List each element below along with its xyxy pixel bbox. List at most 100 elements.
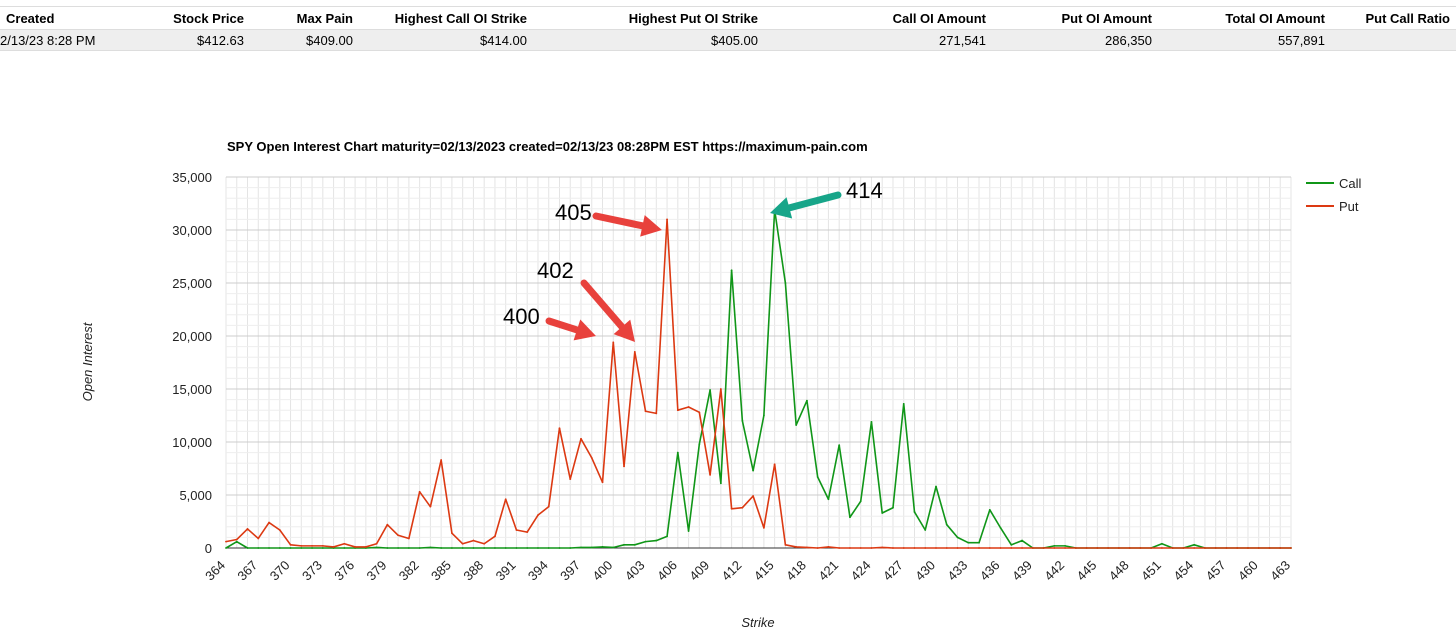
summary-table: Created Stock Price Max Pain Highest Cal… <box>0 6 1456 51</box>
x-tick-label: 406 <box>654 558 680 584</box>
data-point-put <box>644 410 647 413</box>
data-point-put <box>1193 547 1196 549</box>
annotation-arrow-head <box>573 319 596 341</box>
y-tick-label: 15,000 <box>172 382 212 397</box>
data-point-call <box>461 547 464 549</box>
legend-label-put: Put <box>1339 199 1359 214</box>
y-tick-label: 20,000 <box>172 329 212 344</box>
data-point-put <box>978 547 980 549</box>
value-stock-price: $412.63 <box>100 29 250 51</box>
data-point-put <box>838 547 841 549</box>
data-point-put <box>364 546 367 548</box>
chart-grid <box>225 176 1292 549</box>
data-point-put <box>526 531 529 533</box>
x-tick-label: 379 <box>364 558 390 584</box>
data-point-put <box>268 521 270 524</box>
data-point-put <box>429 505 432 508</box>
data-point-put <box>1247 547 1249 549</box>
data-point-call <box>246 547 249 549</box>
y-tick-label: 5,000 <box>179 488 212 503</box>
data-point-put <box>762 526 765 529</box>
data-point-put <box>1161 547 1163 549</box>
data-point-put <box>461 542 464 545</box>
annotation-arrow-head <box>770 197 793 219</box>
data-point-put <box>827 546 830 548</box>
data-point-put <box>999 547 1002 549</box>
chart-annotations: 405 402 400 414 <box>503 178 883 342</box>
x-tick-label: 409 <box>686 558 712 584</box>
data-point-put <box>1031 547 1034 549</box>
x-tick-label: 376 <box>331 558 357 584</box>
data-point-call <box>762 414 765 417</box>
data-point-put <box>924 547 927 549</box>
data-point-put <box>1225 547 1228 549</box>
data-point-call <box>547 547 550 549</box>
annotation-arrow-shaft <box>580 279 626 331</box>
data-point-call <box>526 547 529 549</box>
data-point-call <box>472 547 475 549</box>
data-point-put <box>515 529 518 531</box>
data-point-put <box>537 514 539 517</box>
data-point-call <box>956 536 959 539</box>
data-point-put <box>795 546 798 548</box>
data-point-put <box>730 507 733 510</box>
data-point-put <box>1236 547 1239 549</box>
data-point-put <box>1085 547 1088 549</box>
annotation-label: 402 <box>537 258 574 283</box>
data-point-call <box>633 543 636 546</box>
x-axis: 364 367 370 373 376 379 382 385 388 391 394 397 400 4… <box>202 558 1293 584</box>
data-point-put <box>225 540 227 543</box>
data-point-put <box>709 473 711 476</box>
data-point-call <box>988 508 991 511</box>
x-tick-label: 370 <box>267 558 293 584</box>
header-put-oi-amount: Put OI Amount <box>992 6 1158 30</box>
data-point-call <box>440 547 443 549</box>
data-point-put <box>354 546 356 548</box>
x-tick-label: 388 <box>460 558 486 584</box>
value-put-call-ratio <box>1331 29 1456 51</box>
y-tick-label: 35,000 <box>172 170 212 185</box>
x-tick-label: 400 <box>589 558 615 584</box>
header-total-oi-amount: Total OI Amount <box>1158 6 1331 30</box>
data-point-call <box>784 282 787 284</box>
data-point-call <box>1193 543 1196 546</box>
data-point-put <box>343 542 346 545</box>
x-tick-label: 451 <box>1138 558 1164 584</box>
x-tick-label: 403 <box>622 558 648 584</box>
x-tick-label: 421 <box>815 558 841 584</box>
data-point-put <box>1268 547 1271 549</box>
data-point-put <box>892 547 894 549</box>
x-tick-label: 373 <box>299 558 325 584</box>
data-point-call <box>967 541 970 544</box>
annotation-arrow-shaft <box>592 212 646 230</box>
header-created: Created <box>0 6 100 30</box>
data-point-call <box>838 444 841 447</box>
header-highest-put-oi-strike: Highest Put OI Strike <box>533 6 764 30</box>
data-point-put <box>1096 547 1099 549</box>
data-point-put <box>1117 547 1120 549</box>
annotation-arrow-head <box>640 215 662 237</box>
x-tick-label: 463 <box>1267 558 1293 584</box>
data-point-call <box>494 547 496 549</box>
chart-series <box>225 208 1292 549</box>
data-point-put <box>375 542 378 545</box>
data-point-call <box>569 547 572 549</box>
x-tick-label: 418 <box>783 558 809 584</box>
data-point-call <box>1053 544 1056 547</box>
header-put-call-ratio: Put Call Ratio <box>1331 6 1456 30</box>
data-point-put <box>590 457 593 459</box>
y-tick-label: 10,000 <box>172 435 212 450</box>
data-point-put <box>483 542 486 545</box>
data-point-call <box>978 541 980 544</box>
x-tick-label: 367 <box>234 558 260 584</box>
data-point-call <box>483 547 486 549</box>
data-point-put <box>1107 547 1110 549</box>
header-max-pain: Max Pain <box>250 6 359 30</box>
data-point-call <box>816 476 819 478</box>
data-point-put <box>1290 547 1292 549</box>
data-point-put <box>569 478 572 480</box>
data-point-put <box>1139 547 1142 549</box>
data-point-call <box>504 547 507 549</box>
series-line-call <box>225 209 1291 549</box>
